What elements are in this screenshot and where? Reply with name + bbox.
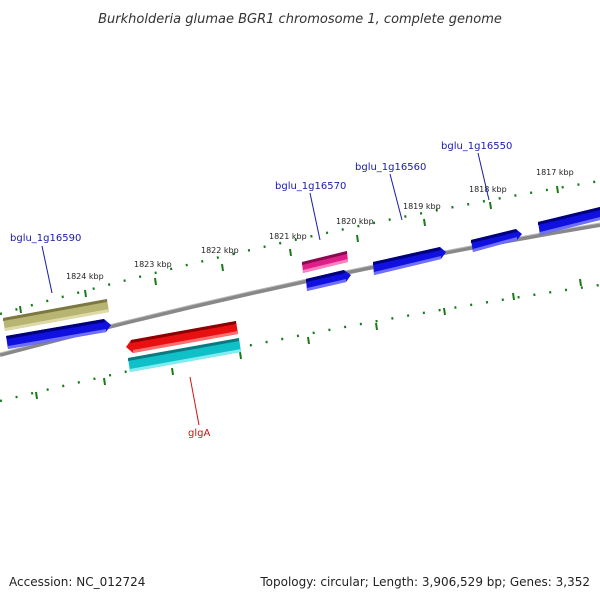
scale-labels: 1824 kbp 1823 kbp 1822 kbp 1821 kbp 1820… <box>66 168 574 281</box>
major-tick <box>35 391 38 400</box>
tick-label: 1820 kbp <box>336 217 374 226</box>
major-tick <box>84 289 87 298</box>
major-tick <box>103 377 106 386</box>
major-tick <box>307 336 310 345</box>
tick-label: 1824 kbp <box>66 272 104 281</box>
tick-label: 1818 kbp <box>469 185 507 194</box>
genome-backbone <box>0 223 600 357</box>
gene-label-bglu-1g16550[interactable]: bglu_1g16550 <box>441 141 512 152</box>
gene-feature-bglu-1g16570[interactable] <box>306 270 351 291</box>
major-tick <box>489 201 492 210</box>
gene-feature-glgA[interactable] <box>126 321 238 353</box>
gene-feature-olive[interactable] <box>3 299 109 331</box>
tick-label: 1823 kbp <box>134 260 172 269</box>
label-leader-bglu-1g16550 <box>477 152 490 201</box>
tick-label: 1821 kbp <box>269 232 307 241</box>
gene-label-bglu-1g16560[interactable]: bglu_1g16560 <box>355 162 426 173</box>
gene-label-glgA[interactable]: glgA <box>188 428 210 439</box>
gene-feature-bglu-1g16550[interactable] <box>471 229 522 252</box>
major-tick <box>239 351 242 360</box>
major-tick <box>289 248 292 257</box>
tick-label: 1819 kbp <box>403 202 441 211</box>
major-tick <box>221 263 224 272</box>
major-tick <box>512 292 515 301</box>
scale-track-lower <box>0 278 600 403</box>
gene-feature-bglu-1g16590[interactable] <box>6 319 111 349</box>
label-leader-bglu-1g16570 <box>309 192 321 241</box>
tick-label: 1822 kbp <box>201 246 239 255</box>
label-leader-bglu-1g16560 <box>389 173 403 221</box>
major-tick <box>171 367 174 376</box>
genome-summary-text: Topology: circular; Length: 3,906,529 bp… <box>259 575 590 589</box>
major-tick <box>19 305 22 314</box>
major-tick <box>154 277 157 286</box>
label-leader-bglu-1g16590 <box>41 245 53 294</box>
gene-feature-bglu-1g16560[interactable] <box>373 247 446 275</box>
major-tick <box>423 218 426 227</box>
major-tick <box>443 307 446 316</box>
major-tick <box>375 322 378 331</box>
major-tick <box>579 278 582 287</box>
map-title: Burkholderia glumae BGR1 chromosome 1, c… <box>98 12 502 27</box>
gene-label-bglu-1g16590[interactable]: bglu_1g16590 <box>10 233 81 244</box>
gene-feature-cyan[interactable] <box>128 338 241 372</box>
label-leader-glgA <box>189 376 200 426</box>
scale-track-upper <box>0 179 600 316</box>
gene-label-bglu-1g16570[interactable]: bglu_1g16570 <box>275 181 346 192</box>
major-tick <box>356 234 359 243</box>
tick-label: 1817 kbp <box>536 168 574 177</box>
scale-dots-upper <box>0 179 600 316</box>
gene-feature-bglu-1g16570-pink[interactable] <box>302 251 348 273</box>
gene-feature-right-edge[interactable] <box>538 207 600 235</box>
major-tick <box>556 185 559 194</box>
accession-text: Accession: NC_012724 <box>9 575 145 589</box>
